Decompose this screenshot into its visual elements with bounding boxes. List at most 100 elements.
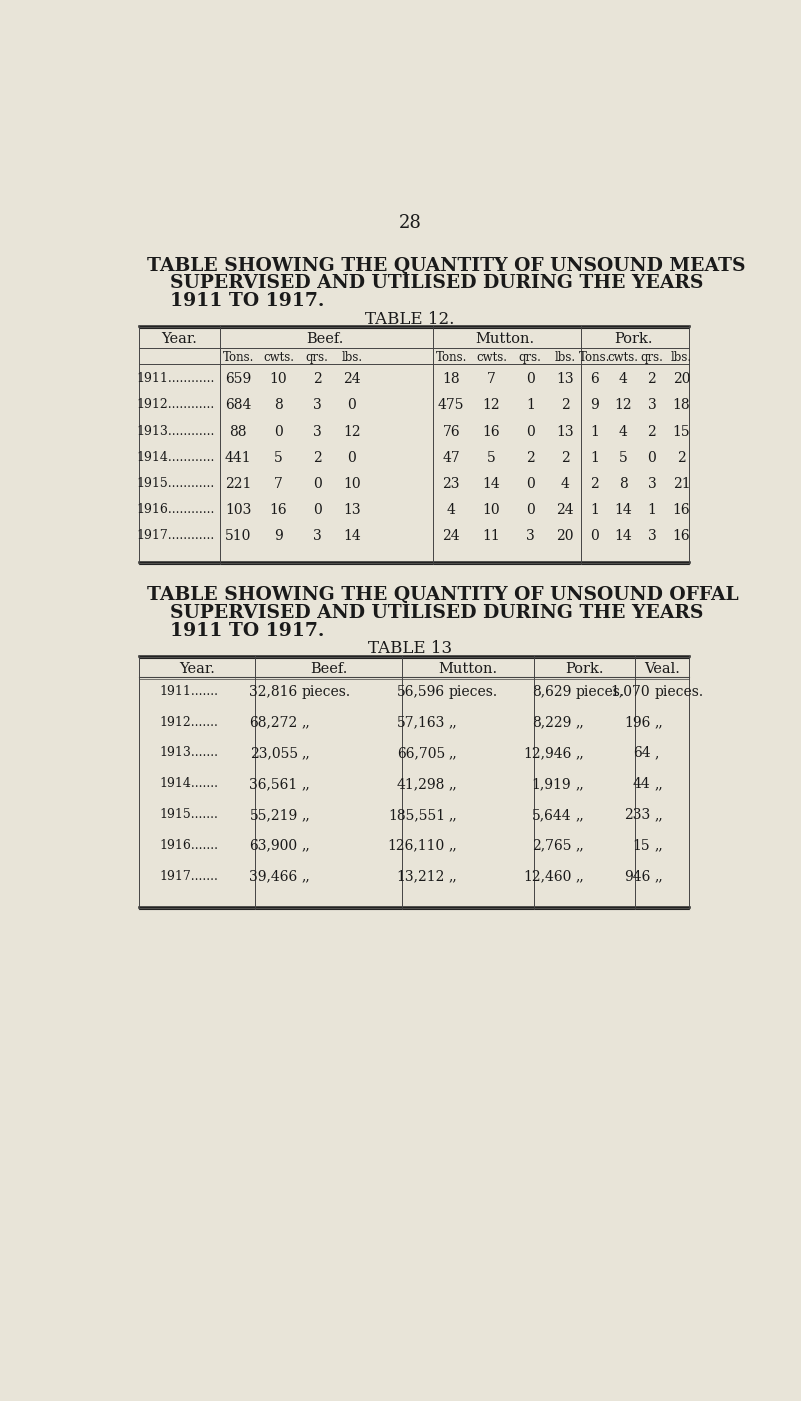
Text: ,,: ,, (654, 716, 663, 730)
Text: SUPERVISED AND UTILISED DURING THE YEARS: SUPERVISED AND UTILISED DURING THE YEARS (170, 275, 703, 293)
Text: 13,212: 13,212 (396, 870, 445, 884)
Text: ,,: ,, (302, 716, 310, 730)
Text: ,,: ,, (302, 839, 310, 853)
Text: lbs.: lbs. (554, 352, 576, 364)
Text: 475: 475 (438, 398, 465, 412)
Text: 5: 5 (487, 451, 496, 465)
Text: 7: 7 (274, 476, 283, 490)
Text: 44: 44 (633, 778, 650, 792)
Text: 16: 16 (483, 425, 501, 439)
Text: 21: 21 (673, 476, 690, 490)
Text: 1: 1 (525, 398, 535, 412)
Text: ,,: ,, (654, 870, 663, 884)
Text: cwts.: cwts. (476, 352, 507, 364)
Text: 16: 16 (673, 530, 690, 544)
Text: Beef.: Beef. (310, 661, 348, 675)
Text: 9: 9 (274, 530, 283, 544)
Text: 12: 12 (343, 425, 360, 439)
Text: 16: 16 (270, 503, 288, 517)
Text: 10: 10 (483, 503, 501, 517)
Text: 1: 1 (590, 425, 599, 439)
Text: 12,946: 12,946 (523, 747, 571, 761)
Text: 1,070: 1,070 (610, 685, 650, 699)
Text: Beef.: Beef. (306, 332, 344, 346)
Text: SUPERVISED AND UTILISED DURING THE YEARS: SUPERVISED AND UTILISED DURING THE YEARS (170, 604, 703, 622)
Text: 2: 2 (647, 425, 656, 439)
Text: ,,: ,, (449, 808, 457, 822)
Text: 0: 0 (526, 425, 534, 439)
Text: 1913............: 1913............ (136, 425, 215, 437)
Text: ,,: ,, (302, 747, 310, 761)
Text: 1914.......: 1914....... (159, 778, 219, 790)
Text: 659: 659 (225, 373, 252, 387)
Text: Veal.: Veal. (644, 661, 680, 675)
Text: 3: 3 (312, 398, 321, 412)
Text: Tons.: Tons. (223, 352, 254, 364)
Text: TABLE SHOWING THE QUANTITY OF UNSOUND OFFAL: TABLE SHOWING THE QUANTITY OF UNSOUND OF… (147, 586, 739, 604)
Text: 3: 3 (526, 530, 534, 544)
Text: ,,: ,, (654, 839, 663, 853)
Text: 4: 4 (447, 503, 456, 517)
Text: ,,: ,, (449, 870, 457, 884)
Text: 0: 0 (647, 451, 656, 465)
Text: 1916.......: 1916....... (159, 839, 219, 852)
Text: 8,629: 8,629 (532, 685, 571, 699)
Text: 1: 1 (590, 451, 599, 465)
Text: 1911 TO 1917.: 1911 TO 1917. (170, 622, 324, 640)
Text: pieces.: pieces. (449, 685, 498, 699)
Text: ,: , (654, 747, 658, 761)
Text: 233: 233 (624, 808, 650, 822)
Text: 103: 103 (225, 503, 252, 517)
Text: Year.: Year. (161, 332, 197, 346)
Text: Tons.: Tons. (436, 352, 467, 364)
Text: 36,561: 36,561 (249, 778, 298, 792)
Text: 8,229: 8,229 (532, 716, 571, 730)
Text: 23: 23 (442, 476, 460, 490)
Text: 0: 0 (348, 451, 356, 465)
Text: 11: 11 (483, 530, 501, 544)
Text: 1915.......: 1915....... (160, 808, 219, 821)
Text: 3: 3 (647, 398, 656, 412)
Text: ,,: ,, (449, 747, 457, 761)
Text: 18: 18 (673, 398, 690, 412)
Text: 441: 441 (225, 451, 252, 465)
Text: ,,: ,, (654, 778, 663, 792)
Text: 14: 14 (483, 476, 501, 490)
Text: 41,298: 41,298 (396, 778, 445, 792)
Text: 2: 2 (590, 476, 599, 490)
Text: qrs.: qrs. (306, 352, 328, 364)
Text: 0: 0 (348, 398, 356, 412)
Text: 13: 13 (557, 425, 574, 439)
Text: 6: 6 (590, 373, 599, 387)
Text: 18: 18 (442, 373, 460, 387)
Text: 8: 8 (619, 476, 628, 490)
Text: 3: 3 (647, 530, 656, 544)
Text: 76: 76 (442, 425, 460, 439)
Text: 2: 2 (561, 451, 570, 465)
Text: 2: 2 (561, 398, 570, 412)
Text: 1912.......: 1912....... (160, 716, 219, 729)
Text: ,,: ,, (575, 716, 584, 730)
Text: 7: 7 (487, 373, 496, 387)
Text: 221: 221 (225, 476, 252, 490)
Text: 1914............: 1914............ (136, 451, 215, 464)
Text: 55,219: 55,219 (249, 808, 298, 822)
Text: 20: 20 (673, 373, 690, 387)
Text: 24: 24 (557, 503, 574, 517)
Text: 5: 5 (619, 451, 628, 465)
Text: ,,: ,, (575, 870, 584, 884)
Text: 510: 510 (225, 530, 252, 544)
Text: ,,: ,, (302, 778, 310, 792)
Text: pieces.: pieces. (654, 685, 703, 699)
Text: ,,: ,, (575, 778, 584, 792)
Text: 1: 1 (590, 503, 599, 517)
Text: 10: 10 (343, 476, 360, 490)
Text: TABLE SHOWING THE QUANTITY OF UNSOUND MEATS: TABLE SHOWING THE QUANTITY OF UNSOUND ME… (147, 256, 745, 275)
Text: 4: 4 (561, 476, 570, 490)
Text: 1917.......: 1917....... (160, 870, 219, 883)
Text: 0: 0 (526, 476, 534, 490)
Text: Mutton.: Mutton. (439, 661, 497, 675)
Text: 2,765: 2,765 (532, 839, 571, 853)
Text: 0: 0 (590, 530, 599, 544)
Text: 4: 4 (619, 425, 628, 439)
